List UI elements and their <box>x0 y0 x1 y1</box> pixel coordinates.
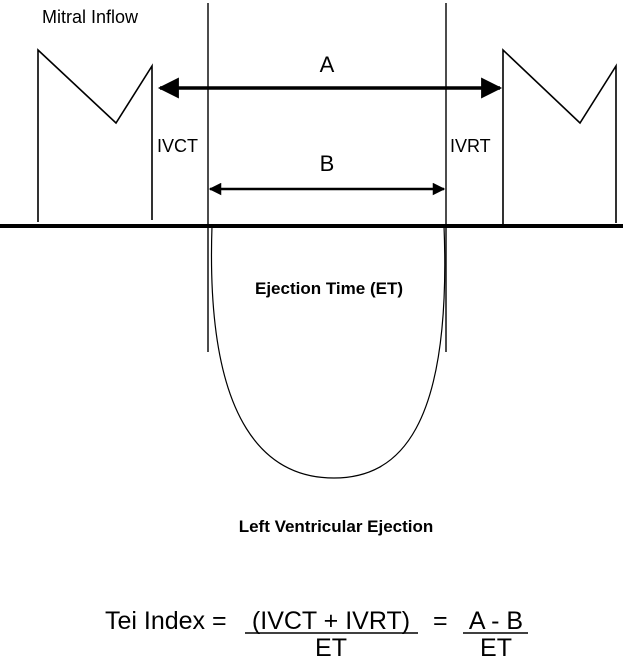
formula-numerator-2: A - B <box>469 607 523 635</box>
lv-ejection-curve <box>210 225 446 479</box>
formula-denominator-1: ET <box>315 634 347 659</box>
ivrt-label: IVRT <box>450 136 491 156</box>
lv-ejection-label: Left Ventricular Ejection <box>239 517 434 536</box>
formula-numerator-1: (IVCT + IVRT) <box>252 607 410 635</box>
ivct-label: IVCT <box>157 136 198 156</box>
mitral-inflow-wave-left <box>37 48 153 222</box>
interval-b-label: B <box>320 151 335 176</box>
formula-equals: = <box>433 607 448 635</box>
tei-index-formula: Tei Index = (IVCT + IVRT) ET = A - B ET <box>105 607 528 659</box>
ejection-time-label: Ejection Time (ET) <box>255 279 403 298</box>
mitral-inflow-wave-right <box>502 48 617 225</box>
formula-lhs: Tei Index = <box>105 607 227 635</box>
interval-a-label: A <box>320 52 335 77</box>
formula-denominator-2: ET <box>480 634 512 659</box>
mitral-inflow-label: Mitral Inflow <box>42 7 139 27</box>
